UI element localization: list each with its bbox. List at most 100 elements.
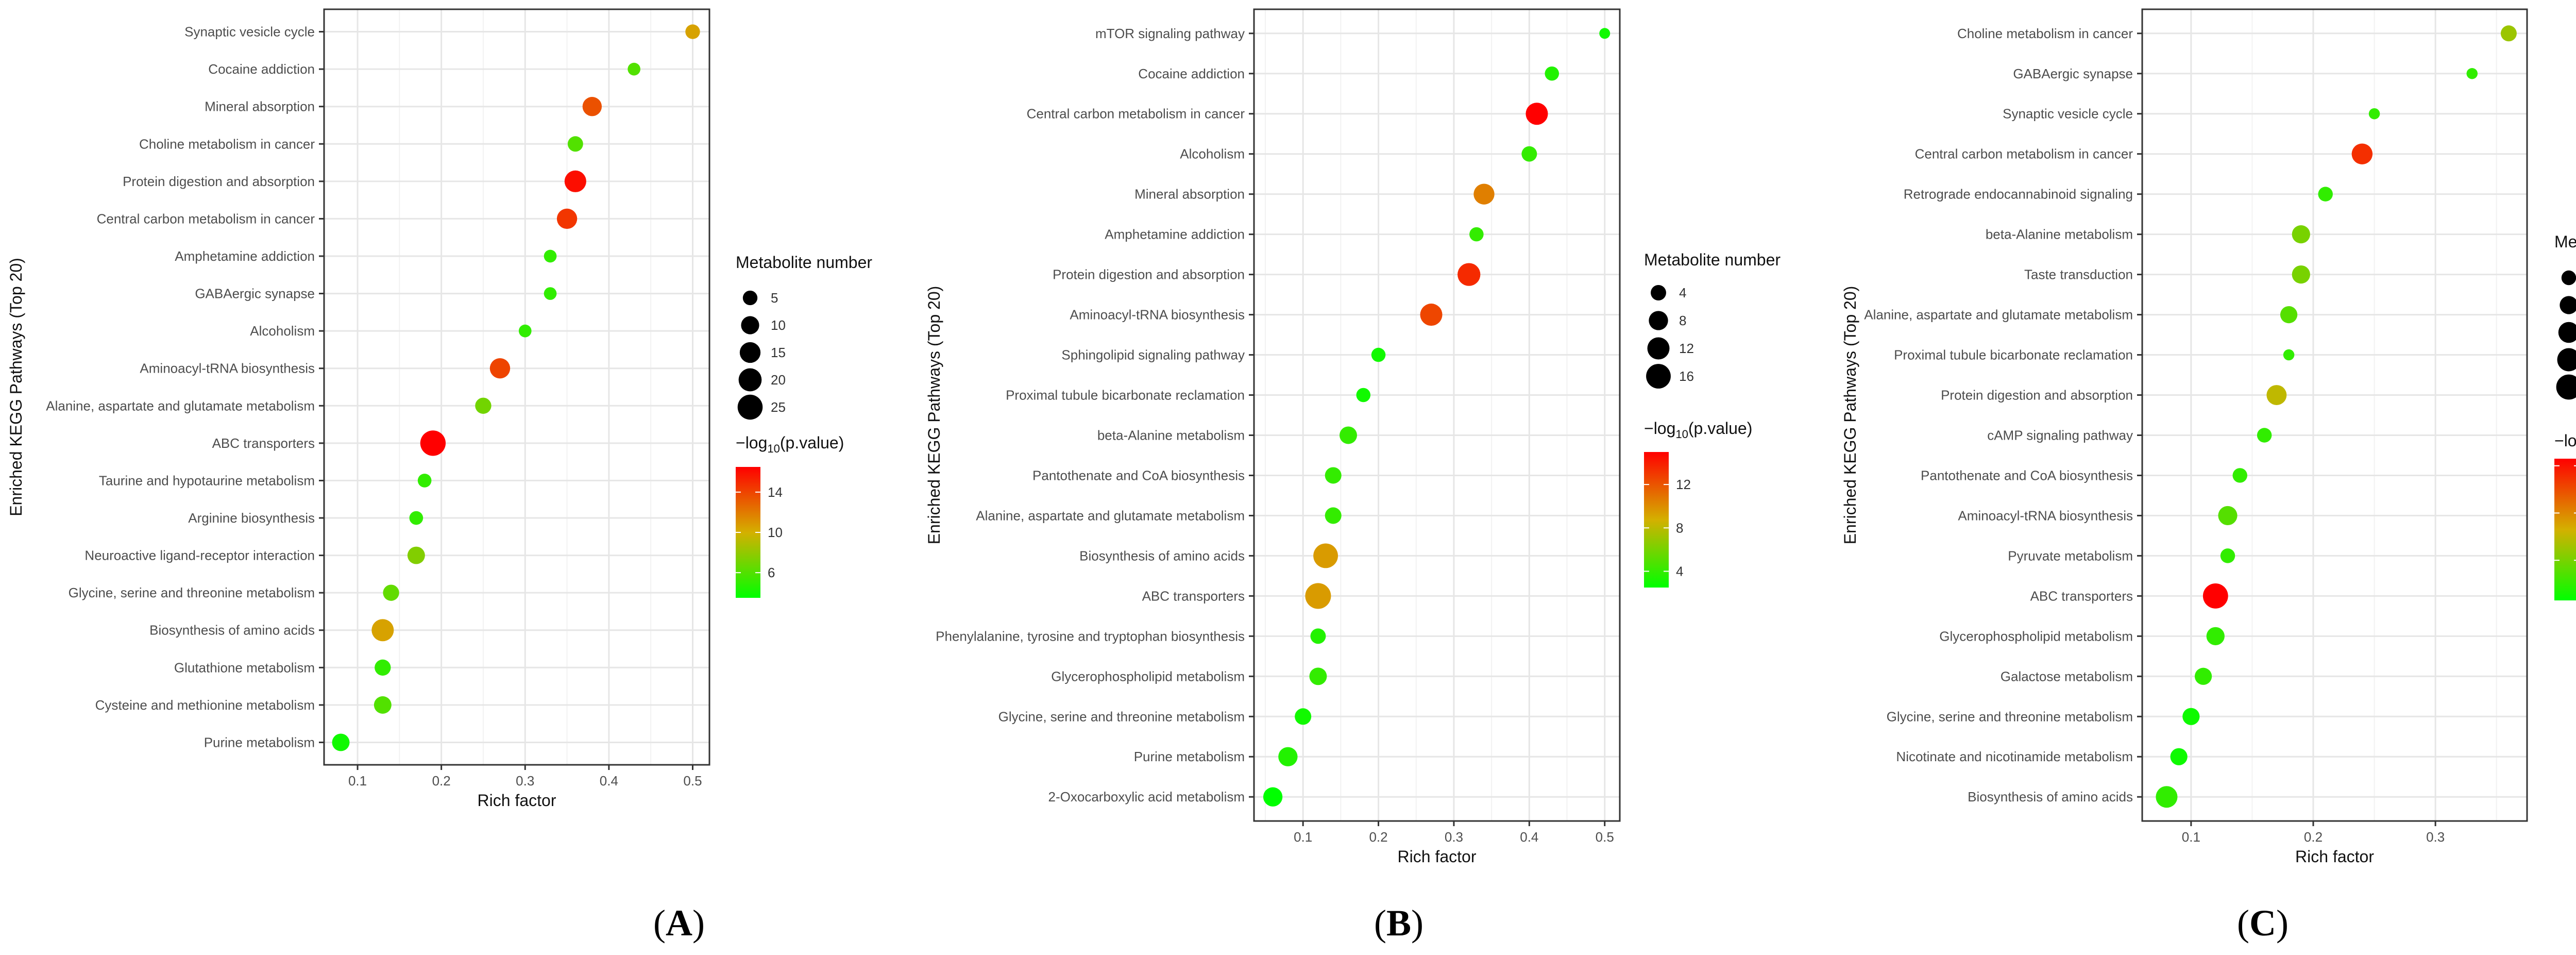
size-legend-label: 12 <box>1679 341 1694 356</box>
y-tick-label: mTOR signaling pathway <box>1095 26 1245 41</box>
y-tick-label: Purine metabolism <box>1134 749 1245 764</box>
y-tick-label: Cocaine addiction <box>1138 66 1245 81</box>
data-point <box>518 324 532 338</box>
size-legend-label: 5 <box>771 290 778 306</box>
y-tick-label: Choline metabolism in cancer <box>1957 26 2133 41</box>
y-tick-label: Pyruvate metabolism <box>2008 548 2133 563</box>
y-tick-label: Phenylalanine, tyrosine and tryptophan b… <box>936 628 1245 644</box>
data-point <box>1325 467 1342 484</box>
y-tick-label: Biosynthesis of amino acids <box>1968 789 2133 805</box>
y-tick-label: Biosynthesis of amino acids <box>149 623 315 638</box>
y-tick-label: ABC transporters <box>2030 588 2133 604</box>
y-tick-label: Arginine biosynthesis <box>188 510 315 526</box>
data-point <box>582 97 602 116</box>
data-point <box>2206 627 2225 645</box>
data-point <box>544 249 557 263</box>
panel-label-close: ) <box>1411 902 1423 944</box>
color-legend-title: −log10(p.value) <box>1644 419 1752 441</box>
y-tick-label: Aminoacyl-tRNA biosynthesis <box>1958 508 2133 523</box>
size-legend-dot <box>2557 348 2576 372</box>
x-tick-label: 0.4 <box>600 773 618 789</box>
colorbar-label: 10 <box>768 525 783 540</box>
data-point <box>2257 428 2272 443</box>
y-tick-label: GABAergic synapse <box>2013 66 2133 81</box>
plot-border <box>1253 8 1621 822</box>
panel-label-open: ( <box>2237 902 2249 944</box>
data-point <box>1340 426 1357 444</box>
size-legend-dot <box>739 342 761 363</box>
data-point <box>417 474 432 488</box>
y-tick-label: Glycerophospholipid metabolism <box>1051 668 1245 684</box>
size-legend-dot <box>2561 270 2576 286</box>
size-legend-dot <box>2558 322 2576 343</box>
panel-label-close: ) <box>2276 902 2289 944</box>
data-point <box>2292 225 2310 244</box>
colorbar <box>2554 459 2576 600</box>
y-tick-label: Taurine and hypotaurine metabolism <box>99 473 315 488</box>
data-point <box>564 170 586 192</box>
y-tick-label: Neuroactive ligand-receptor interaction <box>84 548 315 563</box>
size-legend-title: Metabolite number <box>1644 250 1781 269</box>
data-point <box>556 208 578 229</box>
colorbar <box>1644 452 1669 588</box>
y-tick-label: Cysteine and methionine metabolism <box>95 697 315 713</box>
data-point <box>2280 306 2298 324</box>
plot-border <box>323 8 710 766</box>
x-tick-label: 0.2 <box>432 773 451 789</box>
x-axis-title: Rich factor <box>2295 847 2374 866</box>
panel-label: (A) <box>653 902 705 944</box>
panel-label: (C) <box>2237 902 2289 944</box>
data-point <box>567 136 583 152</box>
data-point <box>2218 506 2238 525</box>
size-legend-label: 25 <box>771 399 786 415</box>
colorbar-label: 6 <box>768 565 775 580</box>
y-tick-label: Glycerophospholipid metabolism <box>1939 628 2133 644</box>
panel-label: (B) <box>1374 902 1423 944</box>
plot-background <box>2142 9 2527 821</box>
color-legend-title-prefix: −log <box>2554 431 2576 450</box>
panel-label-open: ( <box>1374 902 1386 944</box>
size-legend-label: 15 <box>771 345 786 360</box>
data-point <box>2500 25 2517 42</box>
size-legend-label: 20 <box>771 372 786 388</box>
size-legend-dot <box>1646 364 1671 389</box>
size-legend-dot <box>1647 337 1670 360</box>
y-tick-label: Protein digestion and absorption <box>123 174 315 189</box>
data-point <box>1278 747 1298 766</box>
y-axis-title: Enriched KEGG Pathways (Top 20) <box>925 286 943 545</box>
data-point <box>2466 68 2478 79</box>
data-point <box>1521 146 1537 162</box>
colorbar-label: 14 <box>768 484 783 500</box>
data-point <box>2194 667 2212 685</box>
y-tick-label: Biosynthesis of amino acids <box>1079 548 1245 563</box>
data-point <box>1313 543 1338 568</box>
y-tick-label: Mineral absorption <box>1134 187 1245 202</box>
y-tick-label: Alcoholism <box>250 323 315 339</box>
size-legend-dot <box>2560 296 2576 314</box>
data-point <box>1371 347 1386 362</box>
colorbar-label: 12 <box>1676 477 1691 492</box>
size-legend-label: 10 <box>771 317 786 333</box>
y-tick-label: Alanine, aspartate and glutamate metabol… <box>46 398 315 413</box>
data-point <box>1295 708 1312 725</box>
y-tick-label: Central carbon metabolism in cancer <box>1915 146 2133 162</box>
color-legend-title: −log10(p.value) <box>736 433 844 455</box>
y-tick-label: Protein digestion and absorption <box>1053 267 1245 282</box>
data-point <box>2156 786 2178 808</box>
color-legend-title-suffix: (p.value) <box>1688 419 1753 438</box>
y-tick-label: ABC transporters <box>212 435 315 451</box>
colorbar-label: 4 <box>1676 563 1683 579</box>
size-legend-title: Metabolite number <box>736 253 872 272</box>
data-point <box>1469 227 1484 242</box>
data-point <box>2266 385 2287 405</box>
data-point <box>2220 548 2235 563</box>
size-legend-dot <box>741 316 759 334</box>
data-point <box>1263 787 1283 807</box>
data-point <box>1310 628 1326 644</box>
color-legend-title-prefix: −log <box>736 433 767 452</box>
data-point <box>332 733 350 751</box>
y-tick-label: Cocaine addiction <box>208 61 315 77</box>
y-tick-label: Glycine, serine and threonine metabolism <box>69 585 315 600</box>
data-point <box>2368 108 2380 120</box>
